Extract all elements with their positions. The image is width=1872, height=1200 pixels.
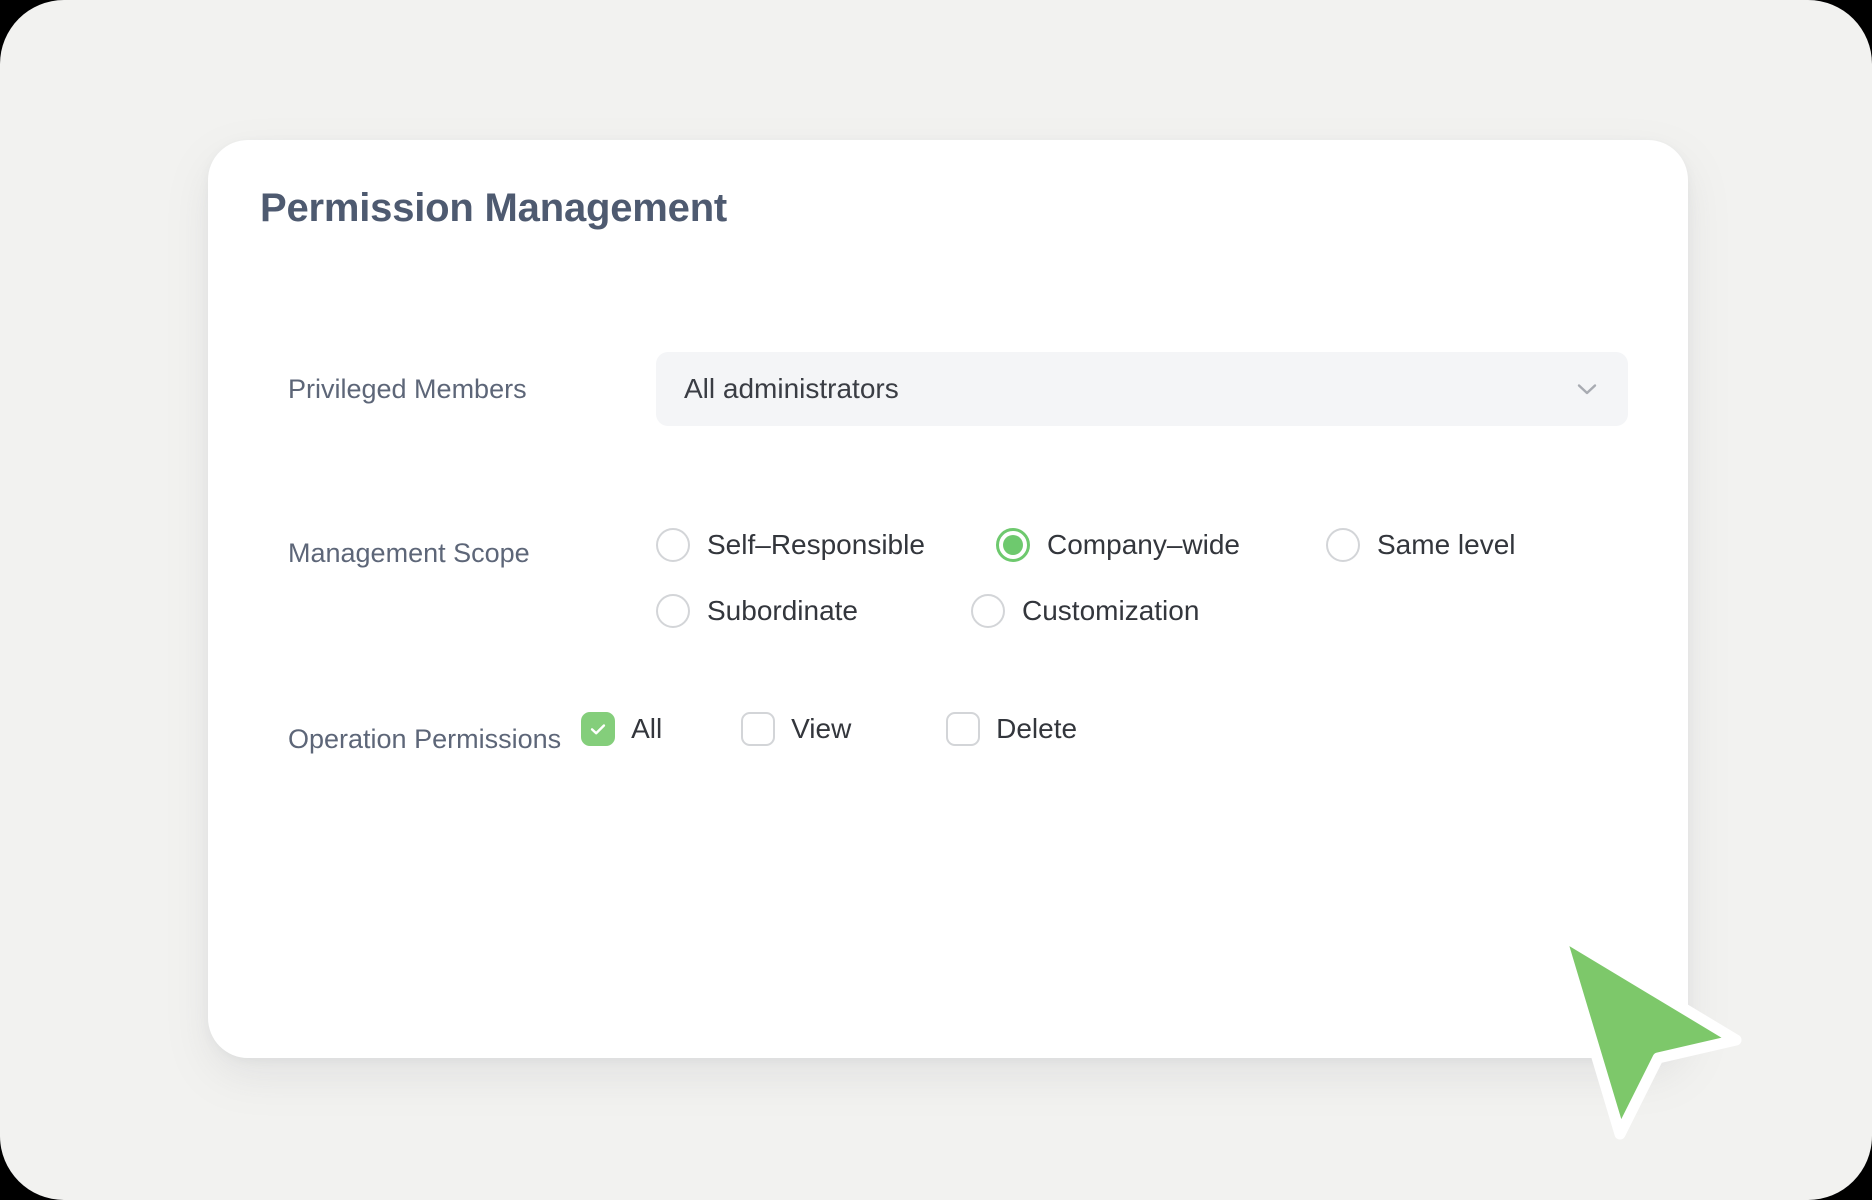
operation-permissions-label: Operation Permissions — [288, 724, 562, 754]
privileged-members-row: Privileged Members All administrators — [288, 352, 1628, 426]
radio-icon-unchecked — [971, 594, 1005, 628]
radio-icon-unchecked — [656, 528, 690, 562]
checkbox-icon-unchecked — [741, 712, 776, 746]
radio-option-subordinate[interactable]: Subordinate — [656, 594, 971, 628]
checkbox-label-delete: Delete — [996, 713, 1078, 744]
radio-label-company-wide: Company–wide — [1047, 529, 1240, 560]
radio-option-customization[interactable]: Customization — [971, 594, 1199, 628]
checkbox-option-view[interactable]: View — [741, 712, 946, 746]
radio-label-customization: Customization — [1022, 595, 1200, 626]
privileged-members-select[interactable]: All administrators — [656, 352, 1628, 426]
radio-icon-checked — [996, 528, 1030, 562]
checkbox-label-all: All — [631, 713, 663, 744]
radio-option-self-responsible[interactable]: Self–Responsible — [656, 528, 996, 562]
management-scope-options-line-2: Subordinate Customization — [656, 594, 1516, 628]
checkbox-icon-unchecked — [946, 712, 981, 746]
management-scope-row: Management Scope Self–Responsible Compan… — [288, 528, 1648, 628]
checkbox-icon-checked — [581, 712, 616, 746]
privileged-members-label: Privileged Members — [288, 374, 527, 404]
radio-label-subordinate: Subordinate — [707, 595, 859, 626]
checkbox-option-delete[interactable]: Delete — [946, 712, 1077, 746]
privileged-members-value: All administrators — [684, 373, 899, 404]
radio-label-same-level: Same level — [1377, 529, 1516, 560]
radio-label-self-responsible: Self–Responsible — [707, 529, 925, 560]
checkbox-label-view: View — [791, 713, 852, 744]
management-scope-options: Self–Responsible Company–wide Same level — [656, 528, 1516, 628]
chevron-down-icon — [1574, 376, 1600, 402]
radio-option-same-level[interactable]: Same level — [1326, 528, 1516, 562]
permission-management-card: Permission Management Privileged Members… — [208, 140, 1688, 1058]
management-scope-options-line-1: Self–Responsible Company–wide Same level — [656, 528, 1516, 562]
page-title: Permission Management — [260, 186, 728, 230]
checkbox-option-all[interactable]: All — [581, 712, 741, 746]
operation-permissions-options: All View Delete — [581, 712, 1077, 746]
management-scope-label: Management Scope — [288, 538, 530, 568]
operation-permissions-row: Operation Permissions All View — [288, 712, 1648, 755]
radio-option-company-wide[interactable]: Company–wide — [996, 528, 1326, 562]
radio-icon-unchecked — [656, 594, 690, 628]
radio-icon-unchecked — [1326, 528, 1360, 562]
